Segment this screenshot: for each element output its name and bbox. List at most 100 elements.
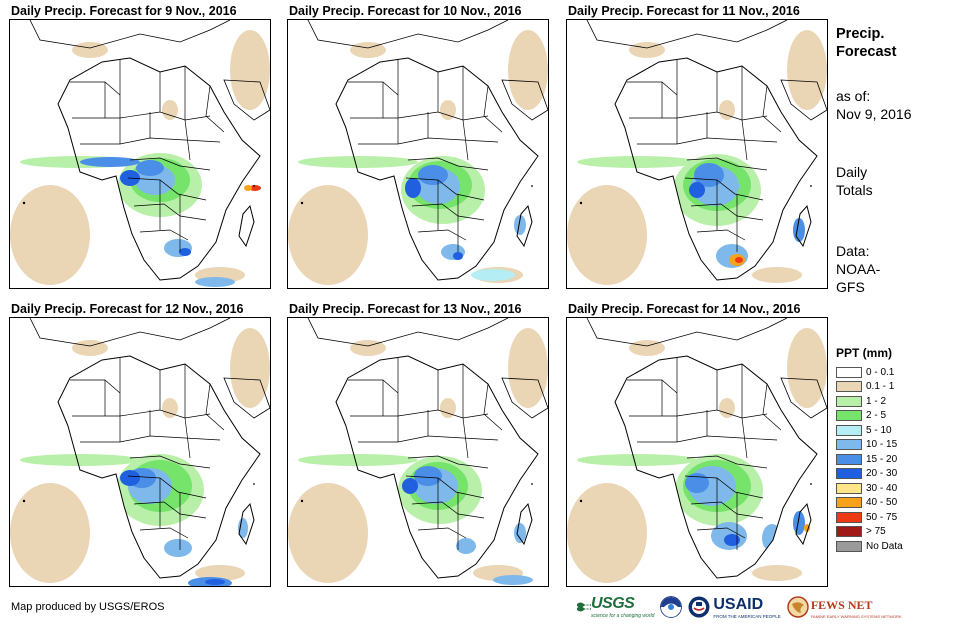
country-border (686, 455, 768, 469)
europe-coastline (307, 318, 509, 347)
country-border (696, 229, 746, 241)
country-border (483, 85, 503, 133)
dry-region (508, 30, 548, 110)
legend-swatch (836, 526, 862, 538)
country-border (133, 501, 207, 519)
forecast-panel-nov-14: Daily Precip. Forecast for 14 Nov., 2016 (566, 302, 828, 587)
ocean-rain-area (514, 215, 526, 235)
dry-region (629, 340, 665, 356)
island (579, 201, 583, 205)
legend-swatch (836, 410, 862, 422)
country-border (637, 137, 778, 145)
noaa-logo (660, 596, 683, 618)
usaid-tagline: FROM THE AMERICAN PEOPLE (713, 613, 781, 619)
panel-title: Daily Precip. Forecast for 12 Nov., 2016 (11, 302, 244, 316)
madagascar-coastline (238, 502, 255, 546)
precip-map (287, 19, 549, 289)
rain-area (735, 257, 743, 263)
country-border (684, 177, 764, 201)
country-border (411, 203, 485, 221)
rain-area (80, 157, 140, 167)
fews-globe-icon (787, 596, 809, 618)
country-border (762, 85, 782, 133)
rain-area (414, 466, 442, 486)
data-source-line: GFS (836, 279, 865, 295)
rain-area (120, 470, 140, 486)
land-rain-group (80, 153, 260, 280)
forecast-panel-nov-9: Daily Precip. Forecast for 9 Nov., 2016 (9, 4, 271, 289)
legend-item: 40 - 50 (836, 496, 903, 511)
legend-label: No Data (866, 540, 903, 552)
dry-region (440, 100, 456, 120)
rain-band (298, 454, 418, 466)
as-of-value: Nov 9, 2016 (836, 106, 912, 122)
sidebar-title-line: Forecast (836, 44, 897, 60)
fews-tagline: FAMINE EARLY WARNING SYSTEMS NETWORK (810, 613, 902, 619)
panel-title: Daily Precip. Forecast for 13 Nov., 2016 (289, 302, 522, 316)
country-border (686, 157, 768, 171)
legend-swatch (836, 395, 862, 407)
land-rain-group (398, 456, 533, 578)
country-border (762, 383, 782, 431)
africa-precip-map (288, 20, 548, 285)
agency-logos: USGS science for a changing world USAID … (577, 594, 908, 620)
country-border (629, 409, 768, 419)
island (531, 483, 533, 485)
dry-region (10, 185, 90, 285)
europe-coastline (29, 20, 231, 49)
map-credit: Map produced by USGS/EROS (11, 601, 165, 613)
panel-title: Daily Precip. Forecast for 9 Nov., 2016 (11, 4, 237, 18)
country-border (627, 81, 678, 96)
africa-coastline (57, 57, 261, 281)
fews-net-logo: FEWS NET FAMINE EARLY WARNING SYSTEMS NE… (787, 596, 902, 619)
country-border (483, 383, 503, 431)
rain-area (453, 252, 463, 260)
panel-title: Daily Precip. Forecast for 10 Nov., 2016 (289, 4, 522, 18)
rain-area (724, 534, 740, 546)
legend-swatch (836, 439, 862, 451)
legend-swatch (836, 540, 862, 552)
country-border (407, 455, 489, 469)
dry-region (787, 328, 827, 408)
arabia-coastline (501, 79, 548, 121)
africa-precip-map (567, 20, 827, 285)
legend-swatch (836, 482, 862, 494)
country-border (70, 379, 121, 394)
legend-label: 5 - 10 (866, 424, 892, 436)
island (810, 185, 812, 187)
ocean-rain-area (205, 579, 225, 585)
usgs-wave-icon (577, 602, 591, 612)
country-border (184, 119, 191, 161)
legend-label: 10 - 15 (866, 439, 898, 451)
rain-band (298, 156, 418, 168)
island (22, 201, 26, 205)
country-border (350, 111, 489, 121)
land-rain-group (401, 156, 526, 280)
legend-item: 5 - 10 (836, 423, 903, 438)
rain-band (577, 454, 697, 466)
land-rain-group (673, 154, 805, 268)
island (253, 483, 255, 485)
dry-region (230, 30, 270, 110)
africa-coastline (335, 355, 539, 579)
country-border (139, 229, 189, 241)
totals-note: Daily Totals (836, 163, 873, 199)
country-border (358, 435, 499, 443)
dry-region (629, 42, 665, 58)
country-border (205, 85, 225, 133)
legend-label: 2 - 5 (866, 410, 887, 422)
madagascar-coastline (516, 502, 533, 546)
dry-region (440, 398, 456, 418)
legend-item: 15 - 20 (836, 452, 903, 467)
europe-coastline (586, 318, 788, 347)
country-border (127, 177, 207, 201)
dry-region (350, 42, 386, 58)
rain-area (179, 248, 191, 256)
africa-coastline (614, 355, 818, 579)
noaa-seal-icon (660, 596, 683, 618)
legend-item: 1 - 2 (836, 394, 903, 409)
country-border (462, 119, 469, 161)
island (300, 499, 304, 503)
legend-label: 0.1 - 1 (866, 381, 895, 393)
country-border (127, 475, 207, 499)
